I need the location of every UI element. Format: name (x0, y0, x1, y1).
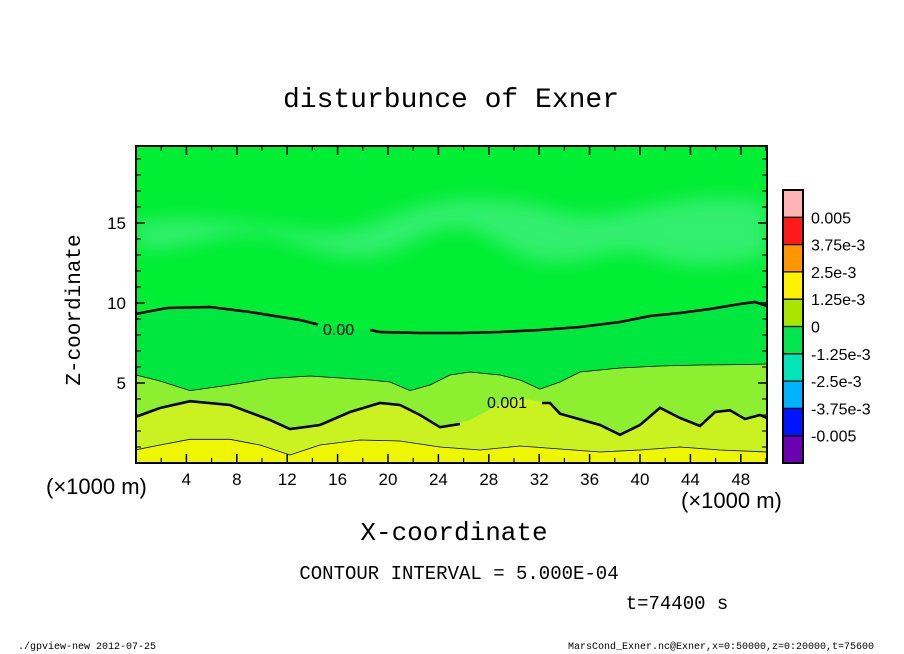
svg-text:36: 36 (580, 470, 599, 489)
svg-text:44: 44 (681, 470, 700, 489)
svg-text:8: 8 (232, 470, 241, 489)
svg-text:0: 0 (811, 320, 820, 337)
svg-text:16: 16 (328, 470, 347, 489)
svg-text:CONTOUR INTERVAL = 5.000E-04: CONTOUR INTERVAL = 5.000E-04 (299, 563, 618, 585)
svg-text:28: 28 (479, 470, 498, 489)
svg-text:32: 32 (530, 470, 549, 489)
svg-text:0.005: 0.005 (811, 210, 851, 227)
svg-text:2.5e-3: 2.5e-3 (811, 265, 856, 282)
svg-text:X-coordinate: X-coordinate (360, 518, 547, 548)
svg-text:./gpview-new 2012-07-25: ./gpview-new 2012-07-25 (18, 641, 156, 653)
svg-text:3.75e-3: 3.75e-3 (811, 238, 865, 255)
svg-text:(×1000 m): (×1000 m) (681, 488, 782, 513)
svg-text:-1.25e-3: -1.25e-3 (811, 347, 871, 364)
svg-text:(×1000 m): (×1000 m) (46, 474, 147, 499)
svg-text:24: 24 (429, 470, 448, 489)
svg-text:1.25e-3: 1.25e-3 (811, 292, 865, 309)
svg-text:disturbunce of Exner: disturbunce of Exner (283, 85, 619, 116)
svg-text:MarsCond_Exner.nc@Exner,x=0:50: MarsCond_Exner.nc@Exner,x=0:50000,z=0:20… (568, 641, 874, 653)
svg-text:20: 20 (379, 470, 398, 489)
svg-text:10: 10 (107, 294, 126, 313)
svg-text:0.00: 0.00 (323, 322, 354, 339)
svg-text:t=74400 s: t=74400 s (626, 593, 729, 615)
svg-text:5: 5 (117, 374, 126, 393)
svg-text:4: 4 (182, 470, 191, 489)
svg-text:-0.005: -0.005 (811, 429, 856, 446)
svg-text:15: 15 (107, 214, 126, 233)
svg-text:0.001: 0.001 (487, 395, 527, 412)
svg-text:Z-coordinate: Z-coordinate (64, 234, 87, 385)
svg-text:40: 40 (631, 470, 650, 489)
svg-text:-3.75e-3: -3.75e-3 (811, 401, 871, 418)
svg-text:48: 48 (731, 470, 750, 489)
svg-text:12: 12 (278, 470, 297, 489)
svg-text:-2.5e-3: -2.5e-3 (811, 374, 862, 391)
